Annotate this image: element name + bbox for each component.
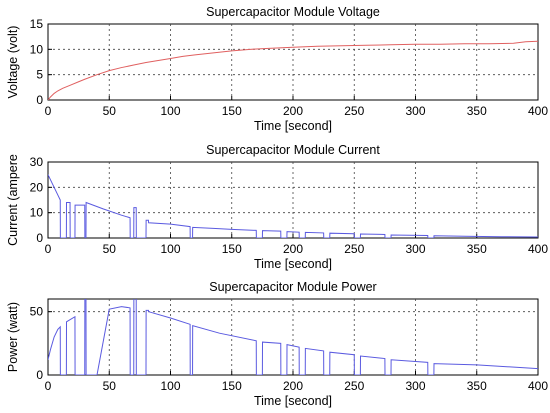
chart-title: Supercapacitor Module Power (209, 280, 376, 294)
chart-title: Supercapacitor Module Current (206, 143, 380, 157)
x-tick-label: 150 (222, 104, 242, 118)
current-ampere-trace (48, 174, 538, 238)
x-tick-label: 250 (344, 104, 364, 118)
y-tick-label: 10 (30, 42, 44, 56)
x-tick-label: 200 (283, 379, 303, 393)
x-tick-label: 250 (344, 379, 364, 393)
x-tick-label: 400 (528, 379, 548, 393)
x-tick-label: 0 (45, 379, 52, 393)
x-tick-label: 0 (45, 242, 52, 256)
plot-area (47, 23, 539, 101)
x-tick-label: 100 (160, 242, 180, 256)
x-axis-label: Time [second] (254, 257, 332, 271)
x-tick-label: 100 (160, 104, 180, 118)
x-tick-label: 350 (467, 242, 487, 256)
x-tick-label: 350 (467, 104, 487, 118)
y-tick-label: 5 (36, 68, 43, 82)
y-tick-label: 0 (36, 93, 43, 107)
x-tick-label: 150 (222, 379, 242, 393)
y-axis-label: Current (ampere (6, 154, 20, 246)
x-tick-label: 350 (467, 379, 487, 393)
x-tick-label: 150 (222, 242, 242, 256)
voltage-volt-trace (48, 40, 538, 100)
x-tick-label: 50 (103, 104, 117, 118)
x-tick-label: 300 (405, 104, 425, 118)
chart-panel-3: Supercapacitor Module Power 0 50 100 150 200 2… (6, 280, 548, 408)
y-tick-label: 10 (30, 206, 44, 220)
x-tick-label: 300 (405, 242, 425, 256)
y-tick-label: 0 (36, 368, 43, 382)
x-tick-label: 400 (528, 104, 548, 118)
x-tick-label: 50 (103, 379, 117, 393)
x-axis-label: Time [second] (254, 394, 332, 408)
y-tick-label: 30 (30, 155, 44, 169)
x-tick-label: 250 (344, 242, 364, 256)
x-tick-label: 200 (283, 242, 303, 256)
y-tick-label: 15 (30, 17, 44, 31)
x-tick-label: 100 (160, 379, 180, 393)
x-tick-label: 300 (405, 379, 425, 393)
chart-title: Supercapacitor Module Voltage (206, 5, 380, 19)
y-axis-label: Voltage (volt) (6, 26, 20, 99)
x-tick-label: 200 (283, 104, 303, 118)
y-tick-label: 20 (30, 180, 44, 194)
y-tick-label: 50 (30, 305, 44, 319)
x-tick-label: 400 (528, 242, 548, 256)
y-axis-label: Power (watt) (6, 302, 20, 372)
x-tick-label: 0 (45, 104, 52, 118)
power-watt-trace (48, 299, 538, 375)
x-tick-label: 50 (103, 242, 117, 256)
x-axis-label: Time [second] (254, 119, 332, 133)
y-tick-label: 0 (36, 231, 43, 245)
